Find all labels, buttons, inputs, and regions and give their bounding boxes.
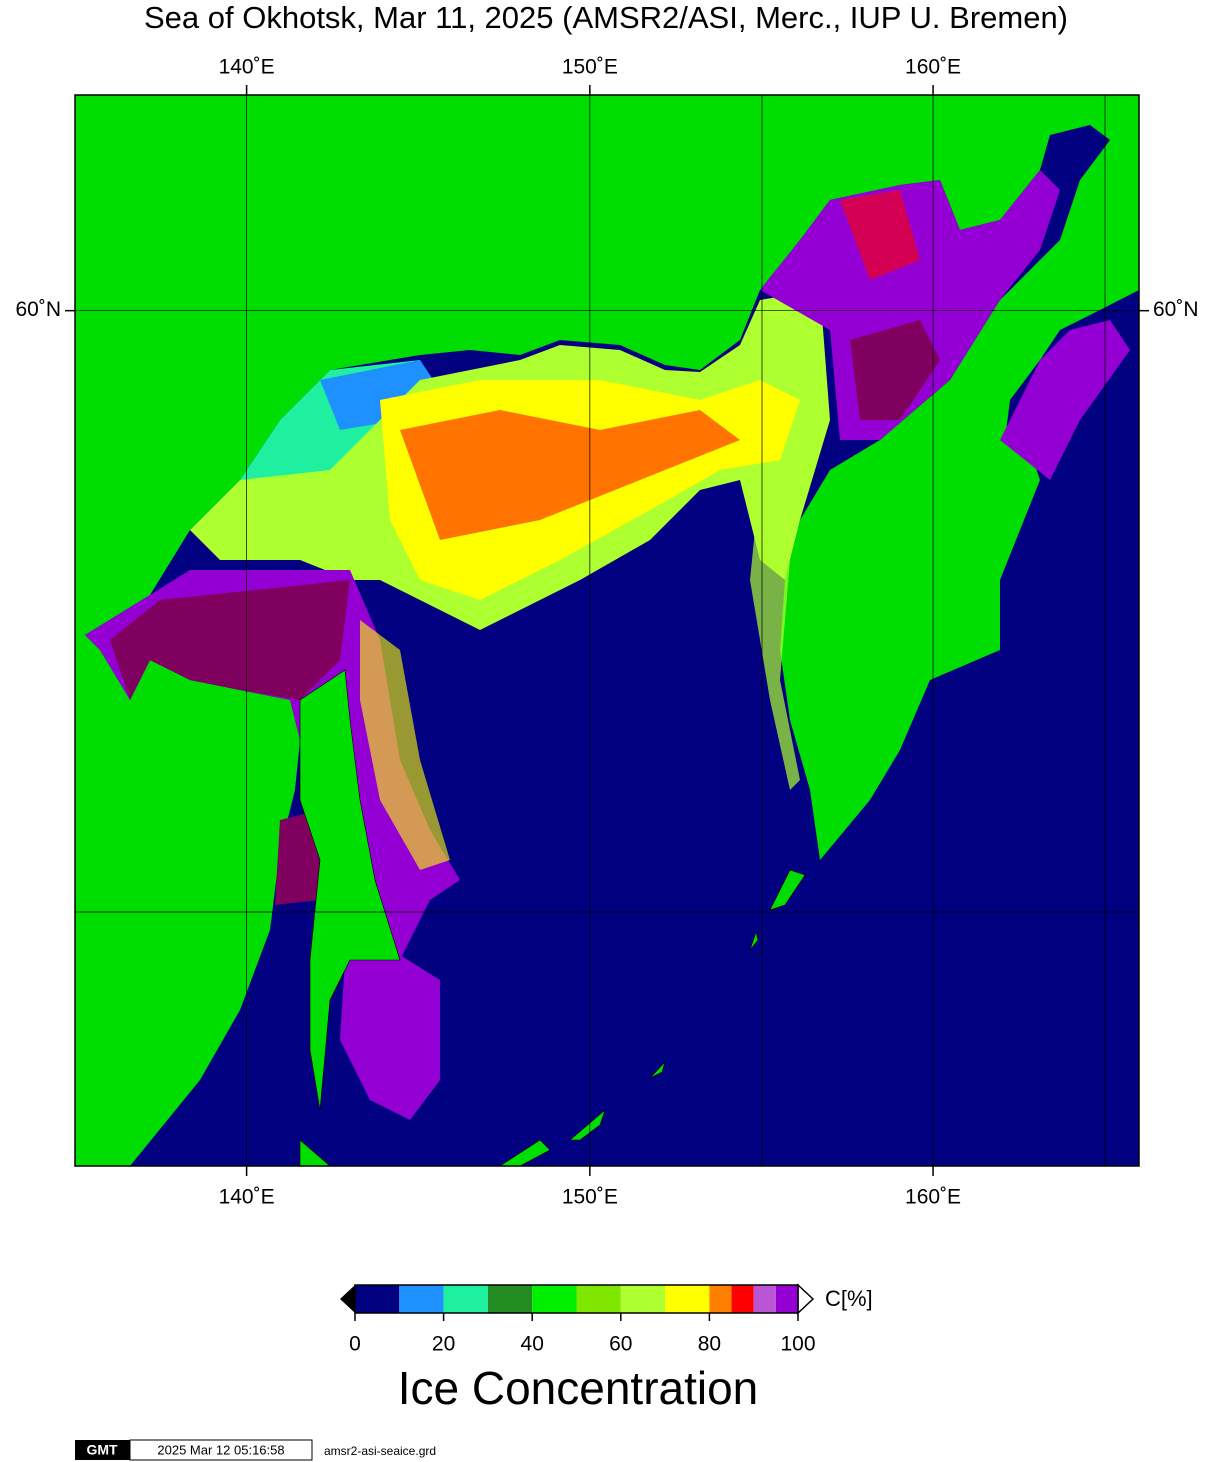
colorbar-under — [340, 1285, 355, 1313]
colorbar-segment — [487, 1285, 533, 1313]
colorbar-tick-label: 40 — [521, 1333, 544, 1356]
colorbar-tick-label: 60 — [609, 1333, 632, 1356]
ice — [360, 620, 450, 870]
colorbar-segment — [443, 1285, 488, 1313]
colorbar-segment — [709, 1285, 732, 1313]
colorbar-over — [797, 1283, 815, 1315]
ice — [110, 580, 350, 700]
title: Sea of Okhotsk, Mar 11, 2025 (AMSR2/ASI,… — [144, 0, 1068, 35]
ice — [275, 810, 320, 905]
x-tick-label: 160˚E — [905, 1186, 961, 1209]
colorbar-segment — [532, 1285, 577, 1313]
x-tick-label: 140˚E — [219, 56, 275, 79]
colorbar-segment — [753, 1285, 776, 1313]
ice — [850, 320, 940, 420]
x-tick-label: 150˚E — [562, 56, 618, 79]
colorbar-tick-label: 0 — [349, 1333, 361, 1356]
colorbar-segment — [620, 1285, 666, 1313]
colorbar-tick-label: 20 — [432, 1333, 455, 1356]
island — [769, 869, 806, 911]
island — [569, 1109, 606, 1141]
ice — [1000, 320, 1130, 480]
colorbar-unit: C[%] — [825, 1286, 873, 1311]
colorbar-frame — [354, 1284, 799, 1314]
timestamp-box — [129, 1439, 313, 1461]
colorbar-label: Ice Concentration — [398, 1362, 759, 1414]
x-tick-label: 160˚E — [905, 56, 961, 79]
timestamp: 2025 Mar 12 05:16:58 — [157, 1442, 284, 1457]
gmt-logo: GMT — [86, 1442, 118, 1458]
colorbar-segment — [775, 1285, 798, 1313]
island — [649, 1061, 666, 1079]
colorbar-tick-label: 80 — [698, 1333, 721, 1356]
y-tick-label: 60˚N — [15, 298, 61, 321]
file-name: amsr2-asi-seaice.grd — [324, 1444, 436, 1458]
x-tick-label: 140˚E — [219, 1186, 275, 1209]
ice — [400, 410, 740, 540]
colorbar-segment — [665, 1285, 710, 1313]
map — [74, 94, 1140, 1167]
colorbar-segment — [355, 1285, 400, 1313]
island — [749, 930, 759, 951]
colorbar-tick-label: 100 — [780, 1333, 815, 1356]
y-tick-label: 60˚N — [1153, 298, 1199, 321]
ice — [760, 170, 1060, 440]
colorbar-segment — [731, 1285, 754, 1313]
gmt-logo-box — [75, 1440, 130, 1460]
ice — [340, 955, 440, 1120]
ice — [750, 470, 800, 790]
colorbar-segment — [399, 1285, 444, 1313]
ice — [840, 190, 920, 280]
map-frame — [74, 94, 1140, 1167]
x-tick-label: 150˚E — [562, 1186, 618, 1209]
island — [299, 669, 401, 1111]
colorbar-segment — [576, 1285, 621, 1313]
